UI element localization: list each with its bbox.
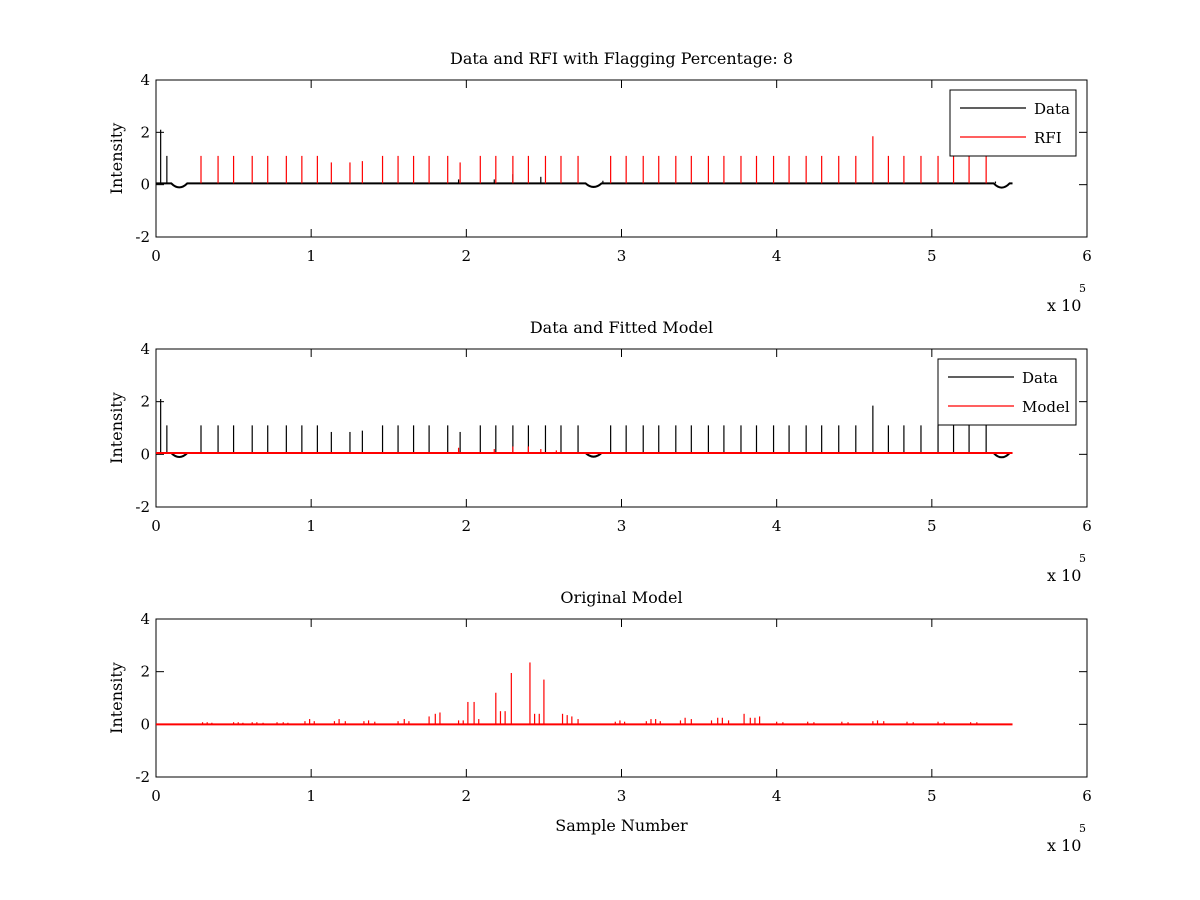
series-group — [156, 399, 1013, 459]
x-tick-label: 4 — [772, 247, 782, 265]
x-tick-label: 2 — [462, 787, 472, 805]
x-multiplier: x 10 — [1047, 836, 1081, 855]
series-baseline — [156, 182, 1013, 189]
y-axis-label: Intensity — [107, 662, 126, 734]
y-tick-label: 2 — [140, 393, 150, 411]
y-tick-label: 4 — [140, 610, 150, 628]
x-tick-label: 1 — [306, 247, 316, 265]
series-rfi — [200, 136, 987, 184]
x-tick-label: 2 — [462, 517, 472, 535]
series-baseline — [156, 452, 1013, 459]
plot-area — [155, 618, 1088, 778]
x-tick-label: 6 — [1082, 517, 1092, 535]
x-tick-label: 1 — [306, 517, 316, 535]
x-tick-label: 6 — [1082, 247, 1092, 265]
legend: Data Model — [937, 358, 1077, 426]
x-tick-label: 3 — [617, 787, 627, 805]
series-group — [156, 662, 1013, 726]
y-tick-label: 0 — [140, 176, 150, 194]
x-tick-label: 3 — [617, 247, 627, 265]
x-tick-label: 0 — [151, 787, 161, 805]
series-data — [156, 399, 1013, 459]
y-tick-label: -2 — [135, 228, 150, 246]
y-axis-label: Intensity — [107, 123, 126, 195]
y-tick-label: 0 — [140, 445, 150, 463]
x-tick-label: 0 — [151, 247, 161, 265]
legend-box — [937, 358, 1077, 426]
y-tick-label: 2 — [140, 123, 150, 141]
x-multiplier-exponent: 5 — [1079, 282, 1086, 295]
x-multiplier-exponent: 5 — [1079, 822, 1086, 835]
x-tick-label: 5 — [927, 517, 937, 535]
legend-box — [949, 89, 1077, 157]
y-tick-label: -2 — [135, 768, 150, 786]
x-tick-label: 0 — [151, 517, 161, 535]
y-tick-label: -2 — [135, 498, 150, 516]
series-group — [156, 129, 1013, 189]
plot-area — [155, 348, 1088, 508]
chart-panel-1: Data and RFI with Flagging Percentage: 8… — [107, 49, 1092, 315]
y-tick-label: 4 — [140, 71, 150, 89]
x-tick-label: 5 — [927, 787, 937, 805]
y-axis-label: Intensity — [107, 392, 126, 464]
x-tick-label: 4 — [772, 787, 782, 805]
legend-label: RFI — [1034, 129, 1062, 147]
legend: Data RFI — [949, 89, 1077, 157]
x-tick-label: 3 — [617, 517, 627, 535]
y-tick-label: 2 — [140, 663, 150, 681]
x-tick-label: 1 — [306, 787, 316, 805]
chart-title: Data and RFI with Flagging Percentage: 8 — [450, 49, 793, 68]
series-data — [156, 129, 1013, 189]
series-1 — [156, 662, 1013, 726]
legend-label: Model — [1022, 398, 1070, 416]
x-multiplier: x 10 — [1047, 296, 1081, 315]
x-multiplier-exponent: 5 — [1079, 552, 1086, 565]
y-tick-label: 4 — [140, 340, 150, 358]
series-model — [156, 446, 1013, 455]
x-tick-label: 5 — [927, 247, 937, 265]
legend-label: Data — [1022, 369, 1058, 387]
chart-title: Data and Fitted Model — [530, 318, 713, 337]
x-tick-label: 4 — [772, 517, 782, 535]
chart-title: Original Model — [560, 588, 682, 607]
x-tick-label: 2 — [462, 247, 472, 265]
x-axis-label: Sample Number — [555, 816, 688, 835]
y-tick-label: 0 — [140, 715, 150, 733]
x-multiplier: x 10 — [1047, 566, 1081, 585]
x-tick-label: 6 — [1082, 787, 1092, 805]
plot-area — [155, 79, 1088, 238]
legend-label: Data — [1034, 100, 1070, 118]
